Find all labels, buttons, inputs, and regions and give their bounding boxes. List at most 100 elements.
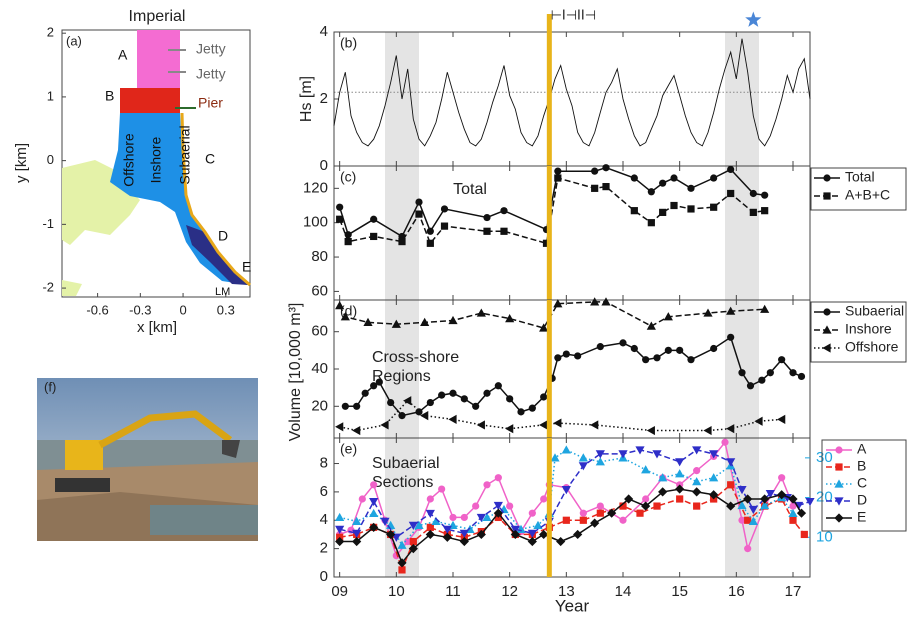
marker xyxy=(352,425,361,436)
marker xyxy=(591,167,599,175)
map-label: Offshore xyxy=(121,133,137,187)
marker xyxy=(761,191,769,199)
y-tick-label: 2 xyxy=(320,540,328,557)
marker xyxy=(517,408,525,416)
y-tick-label: 0 xyxy=(320,157,328,174)
marker xyxy=(709,450,719,459)
marker xyxy=(653,354,661,362)
y-tick-label: 1 xyxy=(47,88,54,103)
marker xyxy=(425,509,435,519)
panel-note: Cross-shore xyxy=(372,349,459,366)
excavator-cab xyxy=(65,440,103,470)
marker xyxy=(442,532,452,542)
map-label: Jetty xyxy=(196,41,226,57)
marker xyxy=(675,458,685,467)
marker xyxy=(408,544,418,554)
marker xyxy=(760,304,770,313)
legend-marker xyxy=(834,513,844,523)
x-tick-label: 10 xyxy=(388,583,405,600)
marker xyxy=(460,513,468,522)
marker xyxy=(761,207,769,215)
marker xyxy=(641,501,651,511)
marker xyxy=(710,174,718,182)
marker xyxy=(415,210,423,218)
marker xyxy=(528,404,536,412)
marker xyxy=(778,356,786,364)
marker xyxy=(777,490,787,500)
marker xyxy=(403,396,412,406)
marker xyxy=(710,344,718,353)
marker xyxy=(601,297,611,306)
marker xyxy=(431,516,441,525)
shaded-span xyxy=(725,300,759,438)
marker xyxy=(335,300,345,310)
marker xyxy=(703,308,713,317)
legend-marker xyxy=(835,463,843,471)
marker xyxy=(579,509,587,517)
marker xyxy=(744,516,752,524)
marker xyxy=(505,314,515,323)
shaded-span xyxy=(725,32,759,166)
marker xyxy=(409,537,417,546)
marker xyxy=(788,494,798,504)
marker xyxy=(760,500,770,510)
marker xyxy=(539,323,549,332)
marker xyxy=(459,529,469,538)
marker xyxy=(687,356,695,364)
marker xyxy=(440,205,449,213)
x-tick-label: 12 xyxy=(501,583,518,600)
marker xyxy=(335,536,345,547)
x-tick-label: 11 xyxy=(445,583,461,600)
marker xyxy=(420,317,430,326)
y-tick-label: 60 xyxy=(311,282,328,299)
marker xyxy=(449,513,457,522)
marker xyxy=(408,521,418,530)
y2-tick-label: 10 xyxy=(816,528,833,545)
region-b xyxy=(120,88,180,113)
marker xyxy=(737,486,747,495)
marker xyxy=(636,509,644,517)
period-annotation: ⊢I⊣II⊣ xyxy=(551,9,596,24)
marker xyxy=(554,354,562,362)
marker xyxy=(765,490,775,499)
marker xyxy=(397,558,407,568)
y-axis-label: Hs [m] xyxy=(298,76,315,122)
legend-marker xyxy=(822,325,832,334)
map-label: Jetty xyxy=(196,66,226,82)
marker xyxy=(777,414,786,424)
marker xyxy=(561,486,571,495)
series-line xyxy=(333,38,811,147)
marker xyxy=(653,502,661,510)
marker xyxy=(358,495,366,503)
marker xyxy=(630,174,638,182)
photo: (f) xyxy=(37,378,258,541)
marker xyxy=(448,414,457,424)
marker xyxy=(727,165,735,174)
map-label: A xyxy=(118,47,128,63)
marker xyxy=(344,231,352,239)
marker xyxy=(670,174,678,182)
marker xyxy=(554,174,562,182)
marker xyxy=(642,495,650,503)
shoreline xyxy=(180,112,251,287)
marker xyxy=(369,522,379,532)
marker xyxy=(758,376,766,384)
legend-marker xyxy=(835,446,843,454)
panel-label: (f) xyxy=(44,379,56,394)
marker xyxy=(619,502,627,510)
map-label: Inshore xyxy=(148,136,164,183)
marker xyxy=(404,537,412,546)
marker xyxy=(397,540,407,549)
marker xyxy=(573,529,583,540)
x-tick-label: 15 xyxy=(671,583,688,600)
marker xyxy=(676,495,684,503)
legend-label: B xyxy=(857,458,866,474)
marker xyxy=(602,164,610,172)
x-tick-label: 16 xyxy=(728,583,745,600)
marker xyxy=(369,497,379,507)
marker xyxy=(749,208,757,216)
marker xyxy=(710,203,718,211)
y-tick-label: 120 xyxy=(303,179,328,196)
marker xyxy=(442,525,452,534)
series-line xyxy=(339,399,782,432)
